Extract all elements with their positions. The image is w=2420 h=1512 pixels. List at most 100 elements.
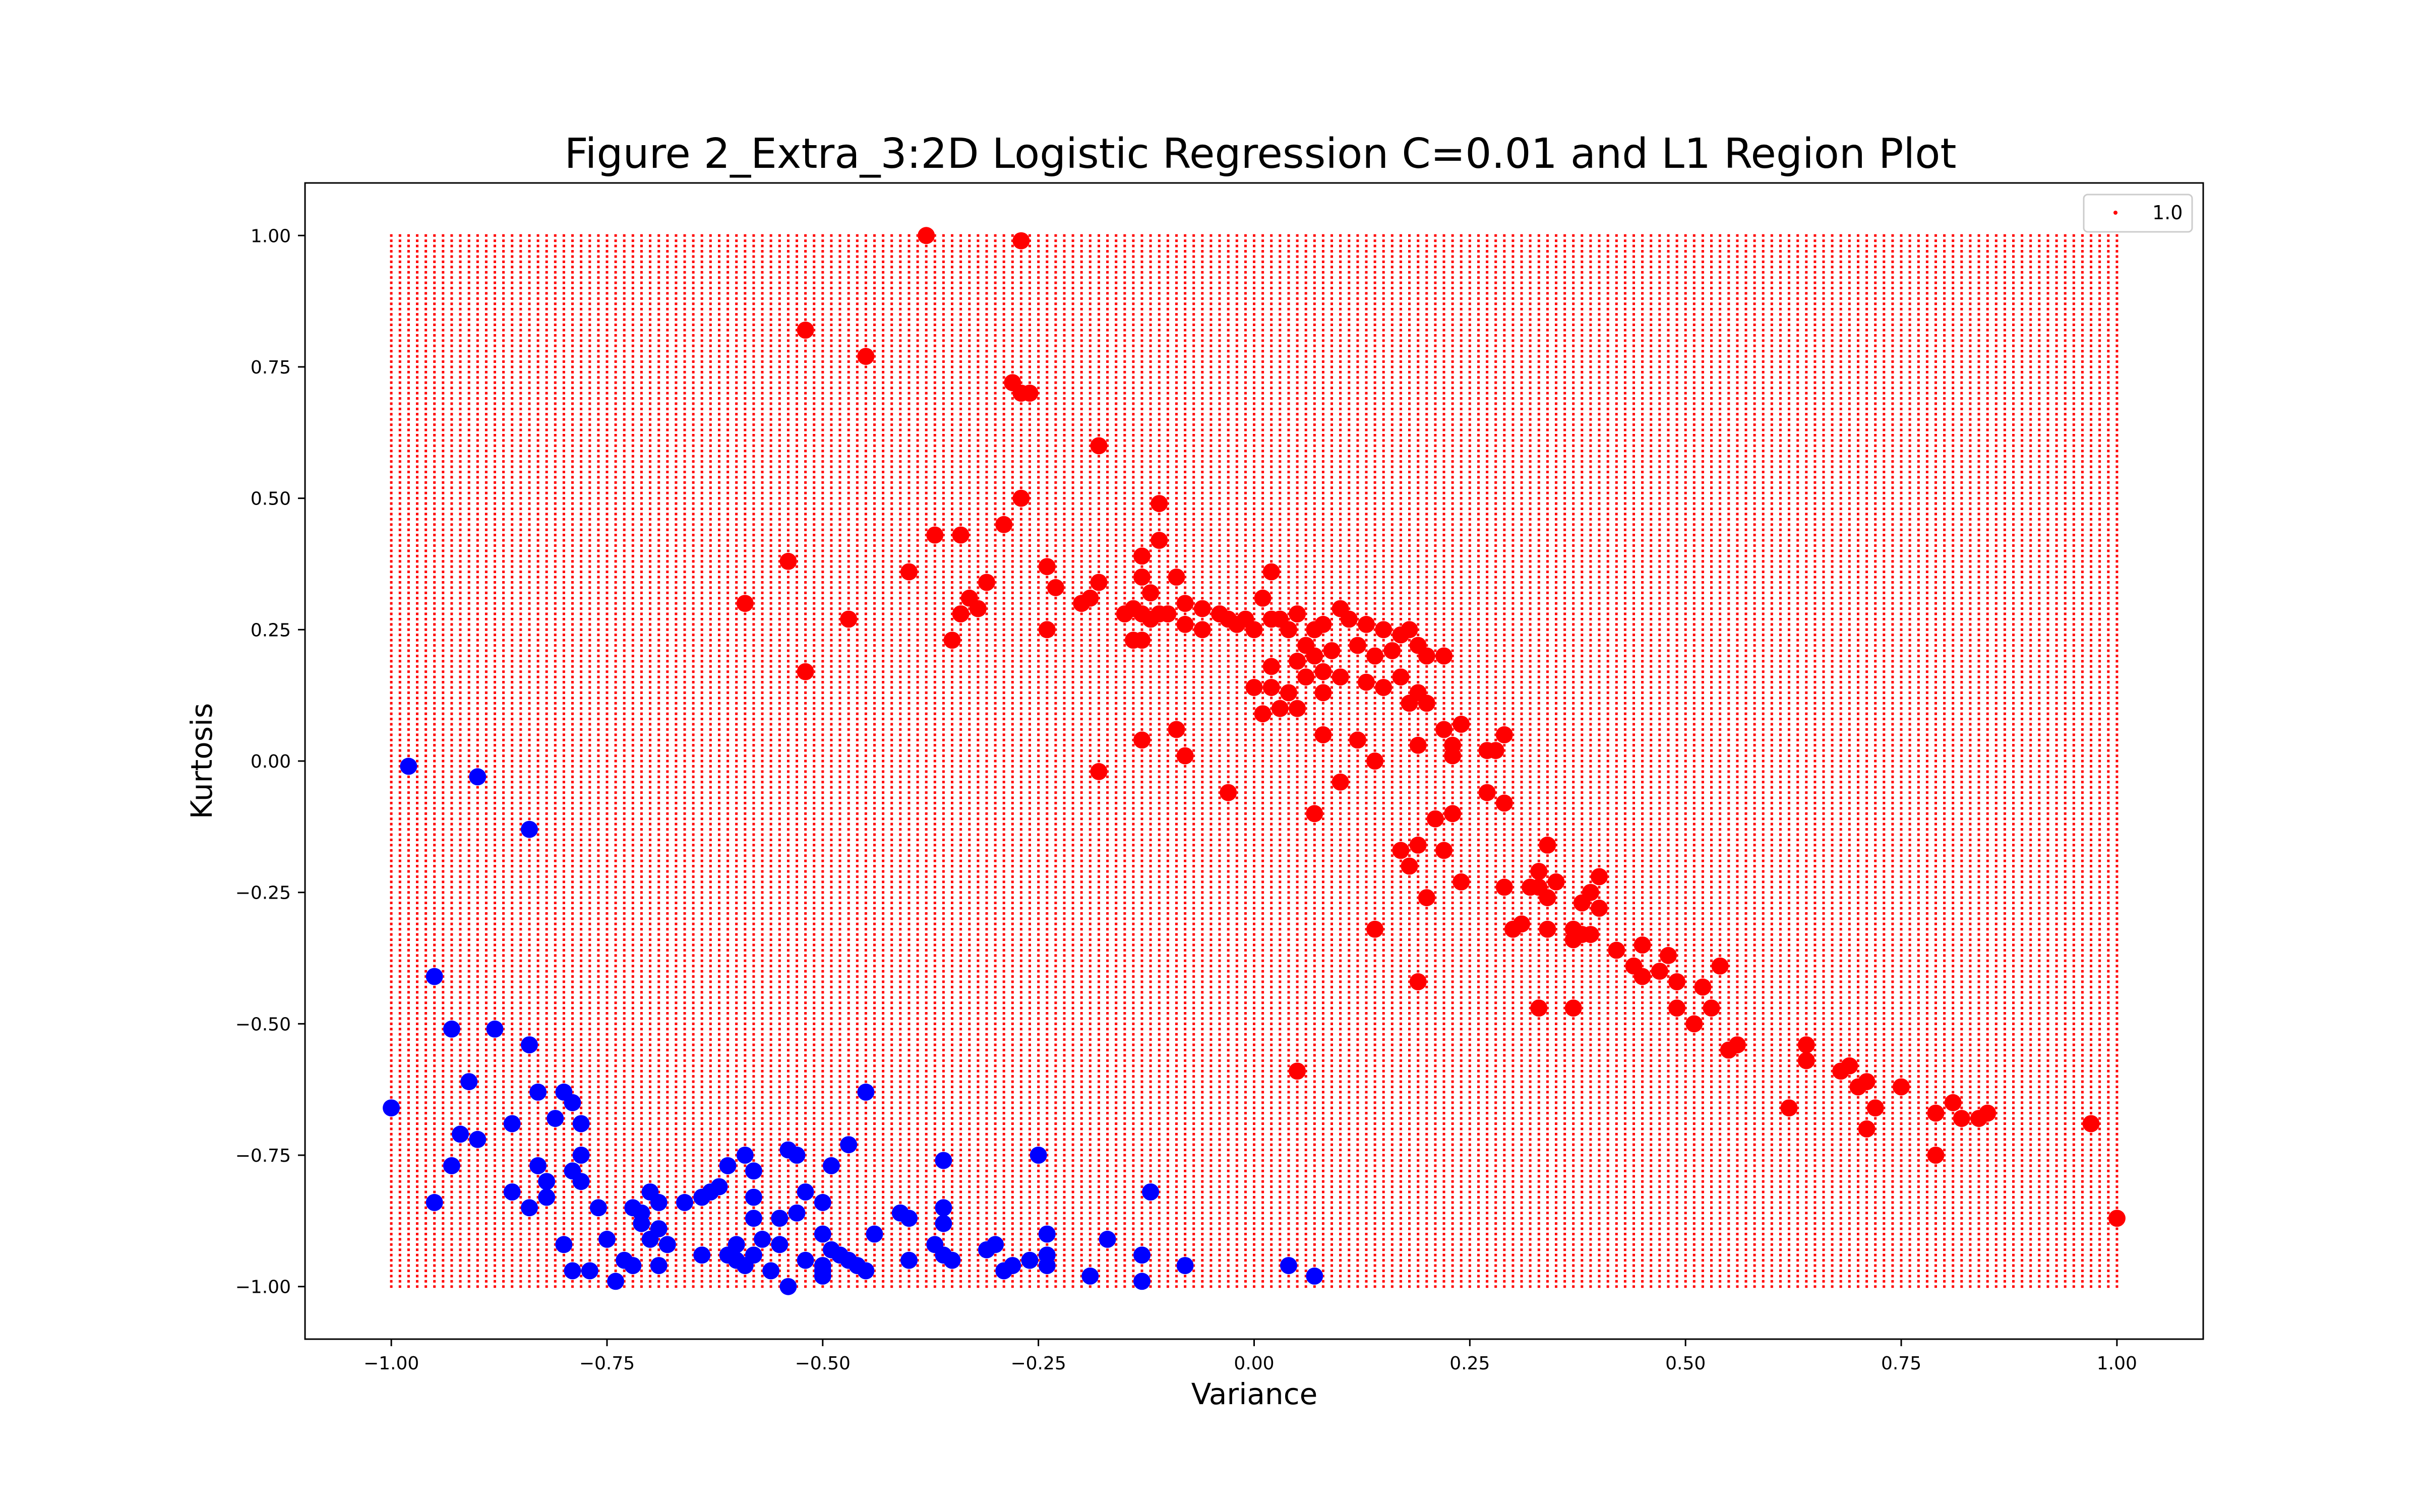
region-point: [407, 1280, 410, 1283]
region-point: [425, 865, 427, 867]
region-point: [528, 508, 531, 510]
region-point: [546, 292, 548, 295]
region-point: [485, 1185, 488, 1188]
region-point: [468, 860, 470, 862]
region-point: [468, 1180, 470, 1183]
region-point: [511, 754, 513, 757]
region-point: [399, 749, 401, 752]
region-point: [450, 860, 453, 862]
region-point: [468, 702, 470, 705]
region-point: [494, 518, 496, 521]
region-point: [546, 1212, 548, 1214]
region-point: [416, 1101, 418, 1104]
region-point: [519, 513, 522, 515]
region-point: [588, 350, 591, 352]
region-point: [519, 576, 522, 579]
region-point: [502, 1222, 505, 1225]
region-point: [511, 1275, 513, 1277]
region-point: [459, 518, 462, 521]
region-point: [528, 1012, 531, 1015]
region-point: [494, 292, 496, 295]
region-point: [519, 518, 522, 521]
region-point: [528, 1033, 531, 1036]
region-point: [571, 854, 574, 857]
region-point: [433, 602, 436, 605]
region-point: [476, 508, 479, 510]
region-point: [571, 897, 574, 899]
region-point: [494, 1259, 496, 1262]
region-point: [442, 1248, 444, 1251]
region-point: [494, 828, 496, 831]
region-point: [407, 1254, 410, 1256]
region-point: [546, 733, 548, 736]
region-point: [476, 1228, 479, 1230]
region-point: [476, 497, 479, 499]
region-point: [554, 476, 557, 478]
region-point: [468, 334, 470, 337]
region-point: [399, 329, 401, 332]
region-point: [399, 555, 401, 557]
region-point: [554, 854, 557, 857]
region-point: [546, 324, 548, 326]
region-point: [571, 1185, 574, 1188]
region-point: [450, 397, 453, 400]
region-point: [425, 329, 427, 332]
region-point: [519, 634, 522, 636]
region-point: [442, 334, 444, 337]
region-point: [407, 287, 410, 289]
region-point: [580, 434, 582, 436]
region-point: [519, 497, 522, 499]
region-point: [580, 644, 582, 647]
region-point: [502, 1075, 505, 1078]
region-point: [407, 691, 410, 694]
region-point: [476, 834, 479, 836]
region-point: [502, 702, 505, 705]
region-point: [546, 239, 548, 242]
region-point: [494, 413, 496, 415]
region-point: [494, 797, 496, 799]
region-point: [476, 466, 479, 468]
region-point: [571, 1144, 574, 1146]
region-point: [597, 1127, 599, 1130]
region-point: [442, 292, 444, 295]
region-point: [459, 387, 462, 389]
region-point: [407, 681, 410, 683]
region-point: [425, 781, 427, 783]
region-point: [433, 618, 436, 620]
region-point: [442, 1070, 444, 1073]
region-point: [563, 807, 565, 809]
region-point: [476, 723, 479, 726]
region-point: [519, 1285, 522, 1288]
region-point: [537, 1049, 539, 1051]
region-point: [407, 923, 410, 925]
region-point: [476, 1285, 479, 1288]
region-point: [485, 1201, 488, 1204]
region-point: [399, 302, 401, 305]
region-point: [546, 392, 548, 395]
region-point: [519, 739, 522, 741]
region-point: [580, 807, 582, 809]
region-point: [433, 250, 436, 253]
region-point: [546, 897, 548, 899]
region-point: [571, 686, 574, 689]
region-point: [390, 502, 393, 505]
region-point: [511, 261, 513, 263]
region-point: [407, 1127, 410, 1130]
region-point: [450, 423, 453, 426]
region-point: [511, 776, 513, 778]
region-point: [588, 360, 591, 363]
region-point: [433, 1059, 436, 1062]
region-point: [450, 986, 453, 988]
region-point: [571, 1028, 574, 1030]
region-point: [390, 466, 393, 468]
region-point: [468, 271, 470, 274]
region-point: [390, 713, 393, 715]
region-point: [433, 1101, 436, 1104]
region-point: [494, 1222, 496, 1225]
region-point: [459, 1054, 462, 1056]
region-point: [399, 1248, 401, 1251]
region-point: [519, 923, 522, 925]
region-point: [571, 450, 574, 452]
region-point: [450, 534, 453, 536]
region-point: [399, 1159, 401, 1162]
